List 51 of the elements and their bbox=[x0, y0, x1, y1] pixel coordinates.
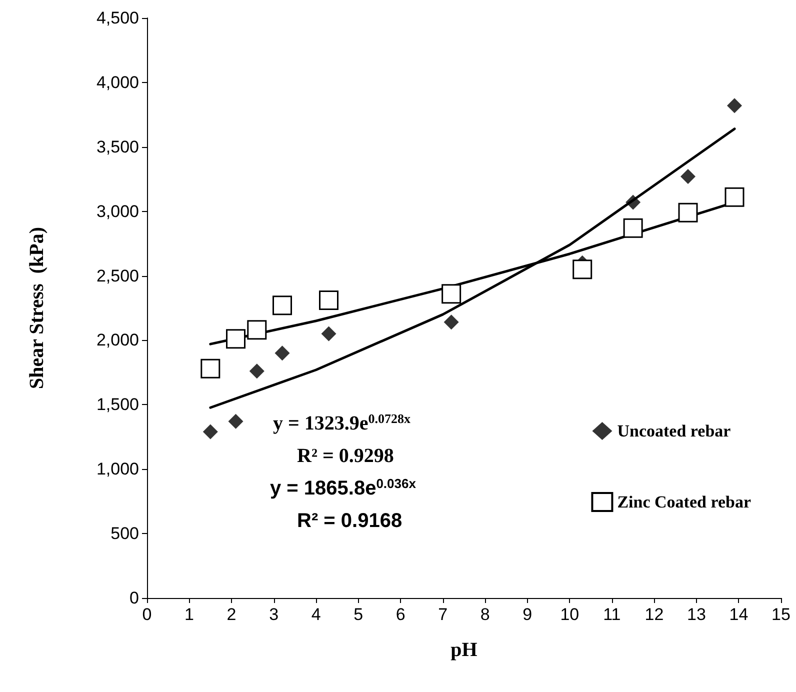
y-tick-label: 2,000 bbox=[96, 330, 139, 350]
x-tick-label: 1 bbox=[184, 605, 194, 624]
point bbox=[228, 414, 244, 429]
y-tick-label: 4,500 bbox=[96, 8, 139, 28]
y-axis-title: Shear Stress (kPa) bbox=[26, 226, 48, 390]
y-tick-label: 1,000 bbox=[96, 460, 139, 479]
x-tick-label: 5 bbox=[354, 605, 364, 624]
x-tick-label: 14 bbox=[729, 605, 748, 624]
x-tick-label: 11 bbox=[603, 605, 621, 624]
annotation: R² = 0.9298 bbox=[297, 445, 394, 467]
point bbox=[623, 218, 643, 238]
x-axis-title: pH bbox=[450, 639, 478, 661]
y-tick-label: 4,000 bbox=[96, 72, 139, 92]
y-tick-label: 2,500 bbox=[96, 266, 139, 286]
line-series bbox=[209, 128, 736, 409]
point bbox=[321, 326, 336, 342]
legend-label: Uncoated rebar bbox=[617, 422, 732, 440]
point bbox=[274, 346, 290, 361]
y-tick-label: 3,000 bbox=[96, 202, 139, 221]
x-tick-label: 4 bbox=[311, 605, 321, 624]
x-tick-label: 2 bbox=[226, 605, 236, 624]
x-tick-label: 15 bbox=[772, 605, 790, 624]
point bbox=[724, 187, 744, 207]
point bbox=[200, 358, 220, 378]
point bbox=[249, 364, 264, 379]
x-tick-label: 13 bbox=[687, 605, 706, 624]
point bbox=[272, 296, 292, 316]
point bbox=[247, 320, 267, 340]
point bbox=[202, 424, 218, 440]
point bbox=[572, 260, 592, 280]
point bbox=[442, 284, 462, 304]
y-tick-label: 0 bbox=[130, 588, 139, 608]
x-tick-label: 10 bbox=[560, 605, 580, 624]
y-tick-label: 500 bbox=[110, 524, 139, 544]
x-tick-label: 3 bbox=[269, 605, 279, 624]
x-tick-label: 0 bbox=[142, 605, 152, 624]
x-tick-label: 12 bbox=[644, 605, 664, 624]
point bbox=[727, 98, 742, 114]
x-tick-label: 9 bbox=[522, 605, 532, 624]
point bbox=[444, 314, 459, 330]
point bbox=[680, 169, 696, 184]
point bbox=[678, 202, 698, 222]
y-tick-label: 3,500 bbox=[96, 137, 139, 156]
legend-label: Zinc Coated rebar bbox=[617, 492, 752, 512]
annotation: R² = 0.9168 bbox=[297, 510, 402, 532]
x-tick-label: 6 bbox=[396, 605, 406, 624]
point bbox=[626, 194, 641, 210]
point bbox=[226, 329, 246, 349]
y-tick-label: 1,500 bbox=[96, 395, 139, 414]
x-tick-label: 8 bbox=[480, 605, 490, 624]
x-tick-label: 7 bbox=[438, 605, 448, 624]
